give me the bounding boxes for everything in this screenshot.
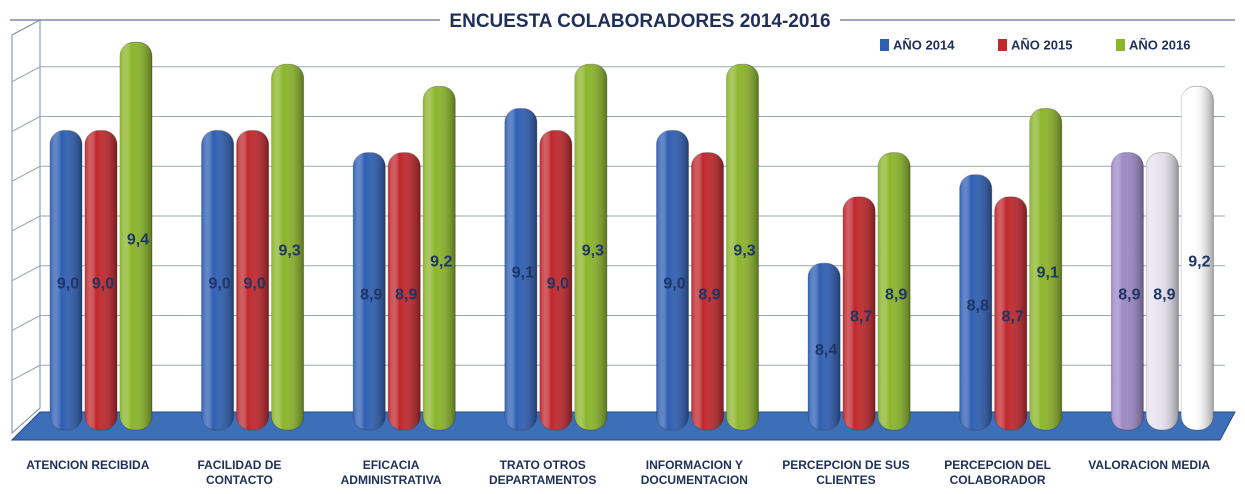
bar-shade [1111, 152, 1144, 430]
grid-line [11, 265, 41, 282]
bar-shade [959, 174, 992, 430]
bar-shade [504, 108, 537, 430]
bar-shade [1181, 86, 1214, 430]
value-label: 8,9 [360, 287, 382, 304]
x-tick-label: PERCEPCION DE SUS CLIENTES [782, 458, 910, 487]
value-label: 9,3 [733, 242, 755, 259]
bar-shade [120, 42, 152, 430]
grid-line [11, 165, 41, 182]
legend-label: AÑO 2016 [1129, 37, 1190, 52]
bar-shade [726, 64, 759, 430]
value-label: 9,0 [209, 275, 231, 292]
value-label: 9,2 [1188, 253, 1210, 270]
bar-shade [50, 130, 82, 431]
value-label: 9,1 [1037, 264, 1059, 281]
x-tick-label: VALORACION MEDIA [1088, 458, 1211, 472]
value-label: 9,0 [92, 275, 114, 292]
x-tick-label: FACILIDAD DE CONTACTO [197, 458, 282, 487]
value-label: 8,4 [815, 342, 837, 359]
bar-shade [539, 130, 572, 431]
x-tick-label: INFORMACION Y DOCUMENTACION [640, 458, 748, 487]
grid-line [11, 364, 41, 381]
bar-shade [85, 130, 117, 431]
legend-swatch [1116, 39, 1125, 51]
legend-label: AÑO 2015 [1011, 37, 1072, 52]
legend-swatch [880, 39, 889, 51]
value-label: 9,2 [430, 253, 452, 270]
bar-shade [878, 152, 911, 430]
value-label: 8,8 [967, 298, 989, 315]
x-tick-label: TRATO OTROS DEPARTAMENTOS [489, 458, 597, 487]
wall [11, 19, 41, 435]
value-label: 9,3 [582, 242, 604, 259]
value-label: 9,0 [547, 275, 569, 292]
bar-shade [271, 64, 304, 430]
x-tick-label: ATENCION RECIBIDA [26, 458, 150, 472]
bar-shade [236, 130, 269, 431]
bar-shade [353, 152, 386, 430]
x-tick-label: PERCEPCION DEL COLABORADOR [944, 458, 1051, 487]
bar-shade [843, 196, 876, 430]
value-label: 9,3 [279, 242, 301, 259]
value-label: 9,0 [663, 275, 685, 292]
bar-shade [691, 152, 724, 430]
value-label: 8,9 [885, 287, 907, 304]
value-label: 8,7 [1002, 309, 1024, 326]
grid-line [11, 215, 41, 232]
value-label: 8,9 [1153, 287, 1175, 304]
value-label: 8,7 [850, 309, 872, 326]
bar-shade [201, 130, 234, 431]
value-label: 9,0 [244, 275, 266, 292]
x-tick-label: EFICACIA ADMINISTRATIVA [340, 458, 442, 487]
value-label: 8,9 [1118, 287, 1140, 304]
grid-line [11, 66, 41, 83]
bar-shade [1029, 108, 1062, 430]
legend-swatch [998, 39, 1007, 51]
grid-line [11, 315, 41, 331]
bar-shade [1146, 152, 1179, 430]
value-label: 9,1 [512, 264, 534, 281]
value-label: 9,0 [57, 275, 79, 292]
value-label: 8,9 [698, 287, 720, 304]
chart-title: ENCUESTA COLABORADORES 2014-2016 [449, 11, 830, 32]
bar-shade [656, 130, 689, 431]
bar-shade [388, 152, 421, 430]
bar-shade [808, 263, 841, 430]
bar-shade [994, 196, 1027, 430]
bar-shade [423, 86, 456, 430]
grid-line [11, 116, 41, 132]
value-label: 8,9 [395, 287, 417, 304]
bar-shade [574, 64, 607, 430]
value-label: 9,4 [127, 231, 149, 248]
legend-label: AÑO 2014 [893, 37, 955, 52]
